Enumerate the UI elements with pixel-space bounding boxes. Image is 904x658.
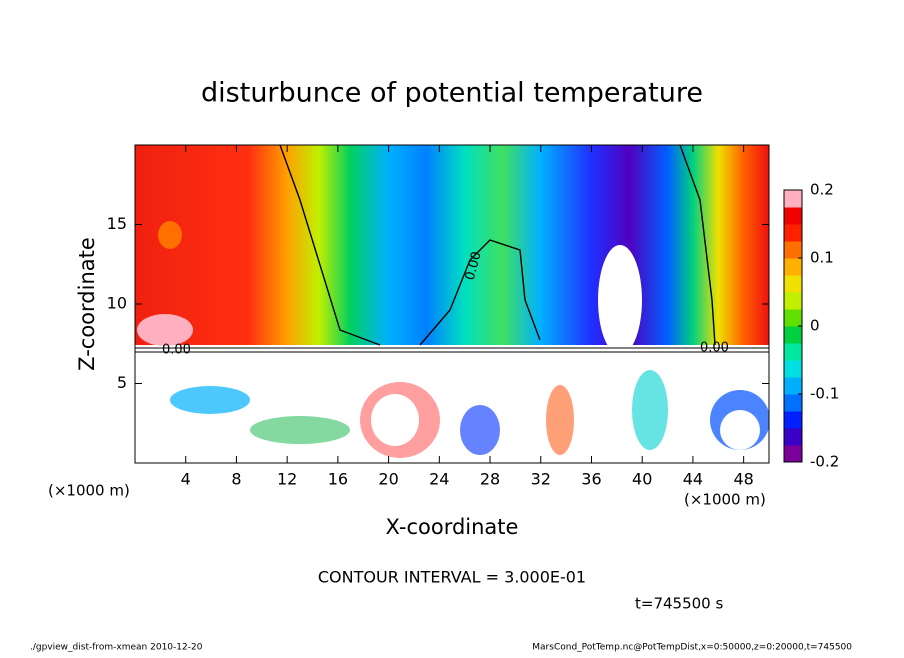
colorbar-band [784,394,802,412]
time-label: t=745500 s [635,595,723,613]
x-tick-label: 12 [277,470,297,489]
contour-label: 0.00 [463,250,485,282]
y-tick-label: 5 [117,373,127,392]
y-axis-label: Z-coordinate [75,237,99,371]
chart-title: disturbunce of potential temperature [201,78,703,109]
colorbar-band [784,377,802,395]
x-tick-label: 4 [181,470,191,489]
x-tick-label: 32 [531,470,551,489]
colorbar-tick-label: 0 [810,317,820,335]
x-tick-label: 48 [733,470,753,489]
colorbar-band [784,309,802,327]
contour-label: 0.00 [700,341,729,356]
x-tick-label: 28 [480,470,500,489]
x-tick-label: 8 [231,470,241,489]
x-tick-label: 24 [429,470,449,489]
x-tick-label: 36 [581,470,601,489]
colorbar-tick-label: 0.2 [810,181,834,199]
colorbar-band [784,207,802,225]
colorbar-tick-label: -0.2 [810,453,839,471]
colorbar-band [784,428,802,446]
contour-label: 0.00 [162,343,191,358]
colorbar-tick-label: 0.1 [810,249,834,267]
colorbar-band [784,360,802,378]
colorbar-band [784,190,802,208]
footer-left: ./gpview_dist-from-xmean 2010-12-20 [30,643,203,653]
footer-right: MarsCond_PotTemp.nc@PotTempDist,x=0:5000… [532,643,852,653]
colorbar-band [784,292,802,310]
x-unit: (×1000 m) [48,482,130,500]
x-unit: (×1000 m) [684,491,766,509]
y-tick-label: 15 [107,214,127,233]
colorbar-band [784,258,802,276]
x-tick-label: 20 [378,470,398,489]
x-tick-label: 40 [632,470,652,489]
colorbar-band [784,411,802,429]
field [135,145,769,463]
y-tick-label: 10 [107,294,127,313]
colorbar-band [784,241,802,259]
colorbar-tick-label: -0.1 [810,385,839,403]
colorbar-band [784,343,802,361]
x-tick-label: 44 [683,470,703,489]
contour-interval: CONTOUR INTERVAL = 3.000E-01 [318,568,586,587]
colorbar-band [784,445,802,463]
x-tick-label: 16 [328,470,348,489]
colorbar-band [784,275,802,293]
x-axis-label: X-coordinate [386,515,519,539]
colorbar-band [784,224,802,242]
colorbar-band [784,326,802,344]
